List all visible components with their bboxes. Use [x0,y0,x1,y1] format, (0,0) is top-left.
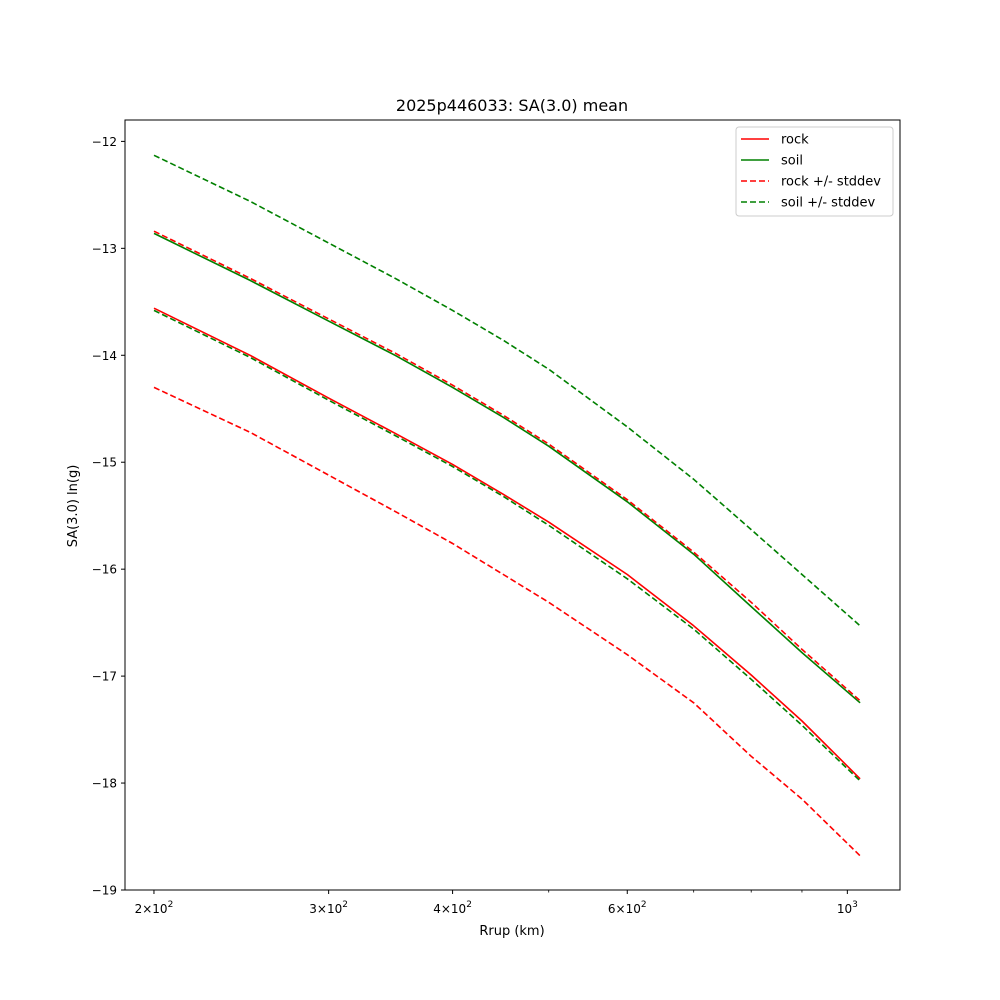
legend-label: soil +/- stddev [781,196,876,211]
y-tick-label: −12 [92,135,117,149]
y-tick-label: −15 [92,456,117,470]
x-tick-label: 2×102 [135,900,174,916]
chart-title: 2025p446033: SA(3.0) mean [396,96,628,115]
series-line-rock-0 [153,307,861,780]
x-tick-label: 6×102 [608,900,647,916]
legend-label: rock [781,133,809,148]
y-tick-label: −19 [92,884,117,898]
y-tick-label: −18 [92,777,117,791]
series-line-soil-stddev-4 [153,154,861,627]
x-tick-label: 4×102 [433,900,472,916]
series-line-rock-stddev-3 [153,386,861,857]
series-line-soil-stddev-5 [153,309,861,782]
legend-box [735,126,894,217]
x-axis-label: Rrup (km) [479,924,544,939]
y-tick-label: −13 [92,242,117,256]
y-tick-label: −16 [92,563,117,577]
legend-label: soil [781,154,803,169]
series-line-soil-1 [153,232,861,704]
legend-label: rock +/- stddev [781,175,881,190]
y-axis-label: SA(3.0) ln(g) [66,465,81,548]
plot-lines [153,154,861,857]
x-tick-label: 103 [837,900,858,916]
series-line-rock-stddev-2 [153,230,861,702]
plot-frame [124,119,901,891]
y-axis: −12 −13 −14 −15 −16 −17 −18 −19 [92,135,125,898]
y-tick-label: −14 [92,349,117,363]
x-axis: 2×102 3×102 4×102 6×102 103 [135,890,858,916]
y-tick-label: −17 [92,670,117,684]
x-tick-label: 3×102 [309,900,348,916]
legend: rock soil rock +/- stddev soil +/- stddev [735,126,894,217]
